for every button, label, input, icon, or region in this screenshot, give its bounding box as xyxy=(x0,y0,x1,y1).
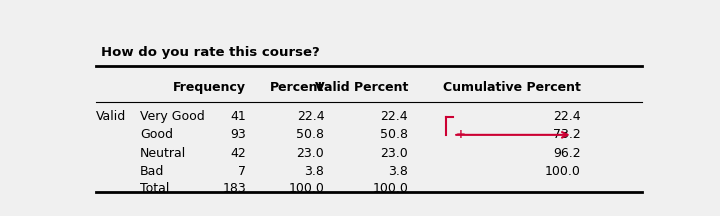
Text: 100.0: 100.0 xyxy=(289,182,324,195)
Text: 22.4: 22.4 xyxy=(297,110,324,123)
Text: 93: 93 xyxy=(230,128,246,141)
Text: 3.8: 3.8 xyxy=(305,165,324,178)
Text: Bad: Bad xyxy=(140,165,165,178)
Text: 42: 42 xyxy=(230,147,246,160)
Text: Total: Total xyxy=(140,182,170,195)
Text: 3.8: 3.8 xyxy=(388,165,408,178)
Text: Good: Good xyxy=(140,128,174,141)
Text: 23.0: 23.0 xyxy=(380,147,408,160)
Text: Frequency: Frequency xyxy=(174,81,246,94)
Text: +: + xyxy=(456,128,465,141)
Text: Cumulative Percent: Cumulative Percent xyxy=(444,81,581,94)
Text: Very Good: Very Good xyxy=(140,110,205,123)
Text: 7: 7 xyxy=(238,165,246,178)
Text: 183: 183 xyxy=(222,182,246,195)
Text: 50.8: 50.8 xyxy=(297,128,324,141)
Text: 50.8: 50.8 xyxy=(380,128,408,141)
Text: 22.4: 22.4 xyxy=(380,110,408,123)
Text: How do you rate this course?: How do you rate this course? xyxy=(101,46,320,59)
Text: 41: 41 xyxy=(230,110,246,123)
Text: Valid Percent: Valid Percent xyxy=(315,81,408,94)
Text: 22.4: 22.4 xyxy=(554,110,581,123)
Text: 23.0: 23.0 xyxy=(297,147,324,160)
Text: 100.0: 100.0 xyxy=(372,182,408,195)
Text: Percent: Percent xyxy=(270,81,324,94)
Text: Valid: Valid xyxy=(96,110,126,123)
Text: 73.2: 73.2 xyxy=(553,128,581,141)
Text: Neutral: Neutral xyxy=(140,147,186,160)
Text: 100.0: 100.0 xyxy=(545,165,581,178)
Text: 96.2: 96.2 xyxy=(554,147,581,160)
